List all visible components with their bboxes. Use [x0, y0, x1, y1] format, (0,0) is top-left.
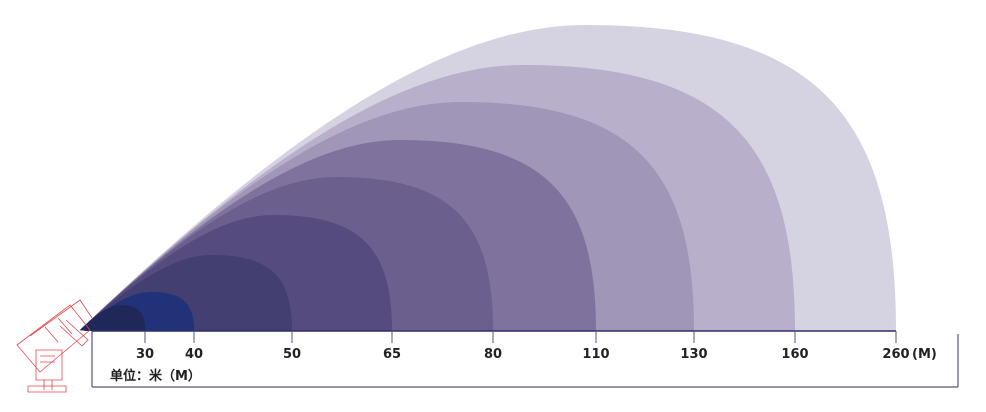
tick-label-130: 130	[680, 347, 707, 362]
axis-frame	[91, 330, 959, 388]
tick-label-40: 40	[185, 347, 203, 362]
fog-cannon-icon	[16, 299, 93, 393]
cannon-part	[35, 349, 63, 381]
tick-label-260: 260	[882, 347, 909, 362]
tick-label-50: 50	[283, 347, 301, 362]
cannon-part	[16, 304, 91, 373]
cannon-part	[43, 380, 53, 390]
tick-label-65: 65	[383, 347, 401, 362]
tick-label-80: 80	[484, 347, 502, 362]
cannon-part	[40, 355, 55, 363]
plumes	[80, 24, 896, 331]
cannon-part	[27, 385, 67, 393]
cannon-part	[59, 319, 89, 347]
tick-label-160: 160	[781, 347, 808, 362]
unit-label: 单位：米（M）	[110, 368, 201, 384]
axis-ticks: 30 40 50 65 80 110 130 160 260	[136, 331, 910, 362]
plume-30m	[80, 305, 145, 331]
cannon-part	[44, 317, 73, 343]
axis-unit-label: (M)	[912, 347, 937, 362]
tick-label-30: 30	[136, 347, 154, 362]
tick-label-110: 110	[582, 347, 609, 362]
cannon-part	[29, 299, 93, 337]
